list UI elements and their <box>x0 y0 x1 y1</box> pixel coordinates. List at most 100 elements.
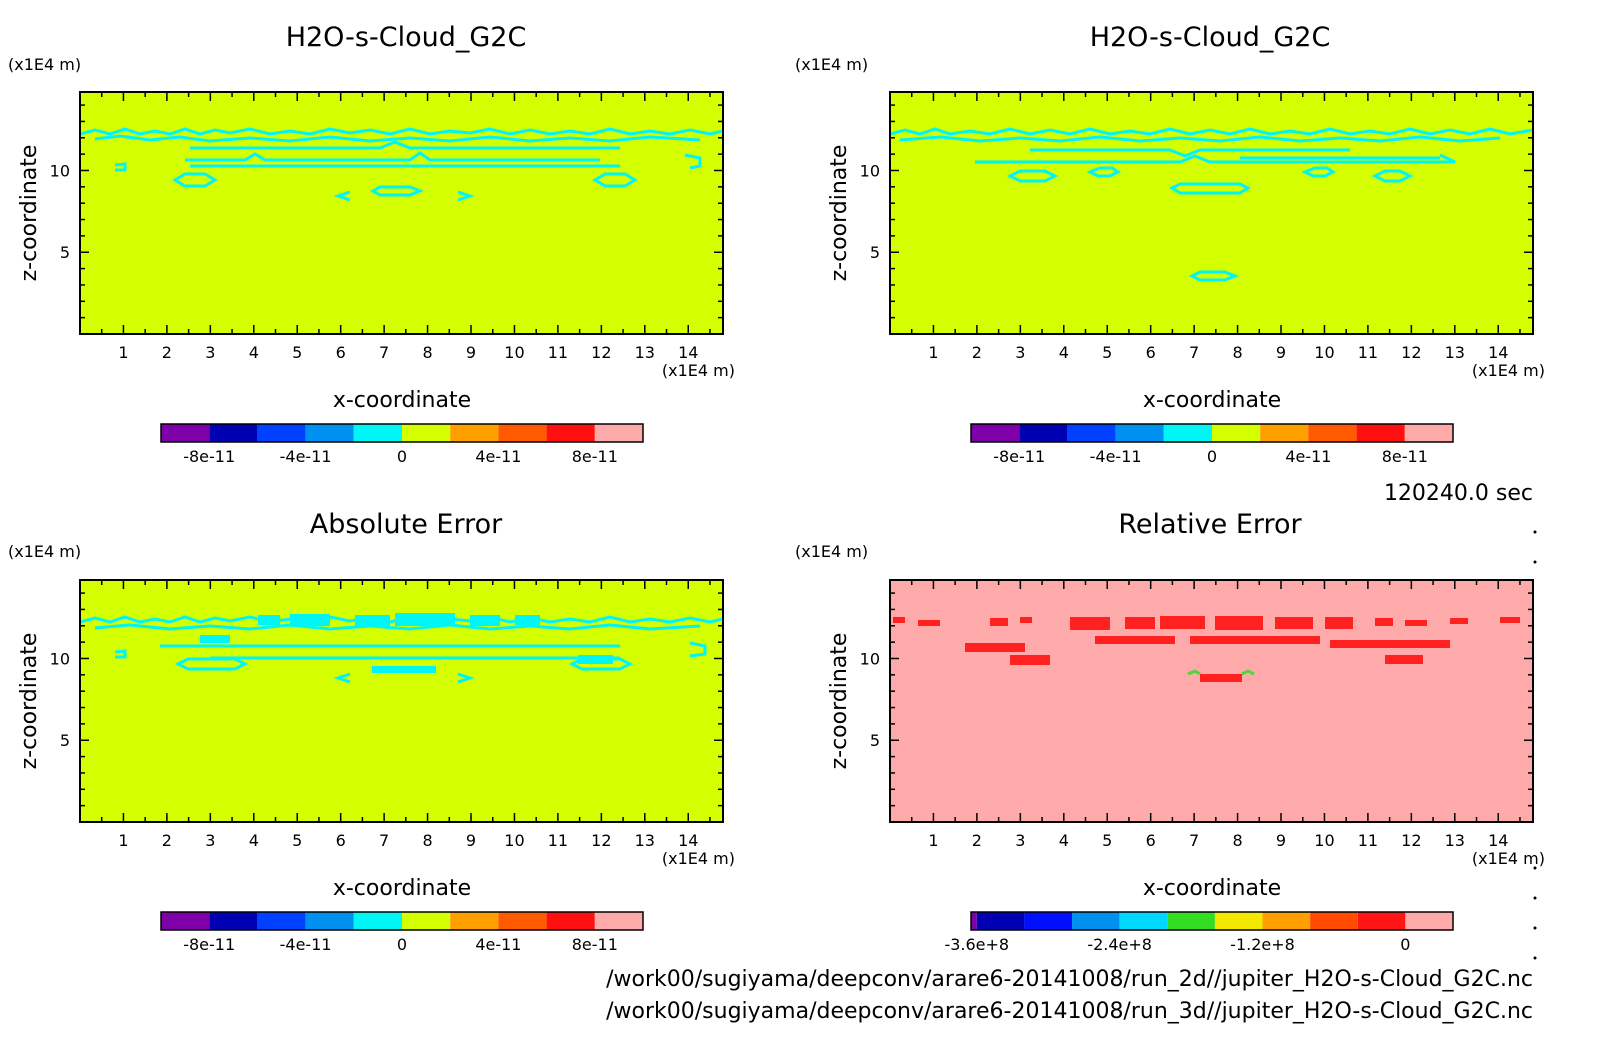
colorbar-segment <box>1024 912 1073 930</box>
filled-cell <box>893 617 905 623</box>
dot <box>1533 866 1537 870</box>
filled-cell <box>990 618 1008 626</box>
filled-cell <box>290 614 330 626</box>
colorbar-tick-label: -2.4e+8 <box>1087 935 1152 954</box>
contour-band-top-2 <box>94 134 701 143</box>
x-axis-label: x-coordinate <box>333 876 471 901</box>
time-label: 120240.0 sec <box>1384 481 1533 506</box>
x-axis-label: x-coordinate <box>333 388 471 413</box>
colorbar-segment <box>971 424 1020 442</box>
colorbar-segment <box>1357 912 1406 930</box>
x-tick-label: 1 <box>928 831 938 850</box>
y-tick-label: 5 <box>870 243 880 262</box>
colorbar-segment <box>1163 424 1212 442</box>
panel-title: H2O-s-Cloud_G2C <box>286 22 527 53</box>
x-tick-label: 2 <box>972 831 982 850</box>
filled-cell <box>200 635 230 643</box>
y-unit-label: (x1E4 m) <box>8 55 81 74</box>
plot-frame <box>889 91 1534 335</box>
x-tick-label: 13 <box>1445 343 1465 362</box>
dot <box>1533 530 1537 534</box>
colorbar-segment <box>450 424 499 442</box>
contour-chevron-right <box>457 672 475 684</box>
x-tick-label: 13 <box>635 831 655 850</box>
x-tick-label: 5 <box>1102 831 1112 850</box>
filled-cell <box>1020 617 1032 623</box>
y-axis-label: z-coordinate <box>827 633 852 770</box>
filled-cell <box>1125 617 1155 629</box>
x-tick-label: 4 <box>1059 831 1069 850</box>
colorbar-segment <box>976 912 1025 930</box>
colorbar: -3.6e+8 -2.4e+8 -1.2e+8 0 <box>944 911 1454 954</box>
colorbar-segment <box>498 912 547 930</box>
contour-right-blob <box>689 641 707 658</box>
edge-dots <box>1533 530 1537 960</box>
panel-top-left: H2O-s-Cloud_G2C (x1E4 m) 1 2 3 4 5 6 7 8 9 10 11 12… <box>8 22 735 466</box>
filled-cell <box>372 666 436 673</box>
y-unit-label: (x1E4 m) <box>795 55 868 74</box>
colorbar-segment <box>450 912 499 930</box>
contour-oval-right <box>592 172 638 188</box>
x-tick-label: 5 <box>292 831 302 850</box>
colorbar-segment <box>1260 424 1309 442</box>
file-path-2d: /work00/sugiyama/deepconv/arare6-2014100… <box>606 967 1533 992</box>
x-tick-label: 4 <box>1059 343 1069 362</box>
x-tick-label: 1 <box>118 831 128 850</box>
colorbar-tick-label: 8e-11 <box>1382 447 1428 466</box>
colorbar-segment <box>1404 424 1453 442</box>
colorbar-segment <box>402 424 451 442</box>
x-tick-label: 4 <box>249 831 259 850</box>
colorbar-tick-label: 0 <box>1207 447 1217 466</box>
contour-right-blob <box>684 153 702 170</box>
panel-bottom-right: Relative Error (x1E4 m) <box>795 509 1545 954</box>
contour-oval-right2 <box>1371 169 1414 183</box>
marker-right <box>1241 669 1255 676</box>
colorbar-segment <box>594 912 643 930</box>
colorbar-tick-label: -8e-11 <box>993 447 1045 466</box>
colorbar-tick-label: 0 <box>397 935 407 954</box>
y-tick-label: 10 <box>860 649 880 668</box>
filled-cell <box>1095 636 1175 644</box>
x-unit-label: (x1E4 m) <box>662 361 735 380</box>
contour-oval-center <box>369 185 425 197</box>
y-unit-label: (x1E4 m) <box>8 542 81 561</box>
colorbar-frame <box>970 911 1454 931</box>
contour-row-1 <box>190 140 620 150</box>
y-tick-label: 10 <box>50 649 70 668</box>
x-tick-label: 11 <box>548 831 568 850</box>
x-tick-label: 5 <box>1102 343 1112 362</box>
colorbar-segment <box>257 424 306 442</box>
colorbar-segment <box>353 912 402 930</box>
x-tick-label: 6 <box>336 831 346 850</box>
filled-cell <box>918 620 940 626</box>
y-tick-label: 5 <box>870 731 880 750</box>
filled-cell <box>1190 636 1320 644</box>
plot-frame <box>79 579 724 823</box>
x-tick-label: 2 <box>162 831 172 850</box>
x-tick-label: 2 <box>972 343 982 362</box>
contour-lines <box>890 127 1533 282</box>
x-tick-label: 9 <box>466 343 476 362</box>
contour-oval-right1 <box>1301 166 1336 178</box>
colorbar-segment <box>1019 424 1068 442</box>
x-tick-label: 4 <box>249 343 259 362</box>
filled-cell <box>258 615 280 625</box>
x-tick-label: 7 <box>1189 831 1199 850</box>
panel-top-right: H2O-s-Cloud_G2C (x1E4 m) 1 2 3 4 5 6 7 8 9 10 11 12… <box>795 22 1545 466</box>
x-tick-label: 8 <box>1232 831 1242 850</box>
x-tick-label: 7 <box>1189 343 1199 362</box>
x-tick-label: 6 <box>336 343 346 362</box>
x-tick-label: 5 <box>292 343 302 362</box>
plot-frame <box>79 91 724 335</box>
colorbar-frame <box>160 911 644 931</box>
colorbar: -8e-11 -4e-11 0 4e-11 8e-11 <box>970 423 1454 466</box>
contour-left-blob <box>114 649 127 659</box>
x-tick-label: 3 <box>1015 343 1025 362</box>
colorbar-frame <box>970 423 1454 443</box>
y-axis-label: z-coordinate <box>17 633 42 770</box>
colorbar-segment <box>353 424 402 442</box>
x-tick-label: 14 <box>1488 831 1508 850</box>
